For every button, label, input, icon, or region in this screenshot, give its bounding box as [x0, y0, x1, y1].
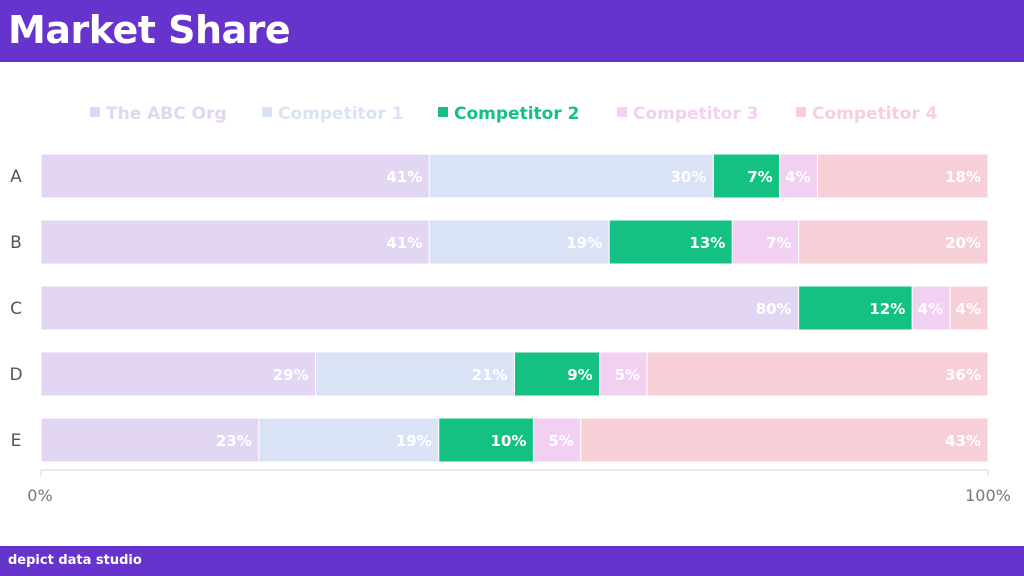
category-label: C: [10, 299, 22, 319]
bar-segment-competitor-2: [438, 417, 534, 463]
legend-item-competitor-4: Competitor 4: [796, 104, 938, 124]
data-label: 41%: [386, 234, 422, 252]
bar-segment-competitor-4: [646, 351, 989, 397]
data-label: 30%: [670, 168, 706, 186]
bar-segment-competitor-1: [258, 417, 440, 463]
legend-swatch: [438, 107, 448, 117]
data-label: 9%: [567, 366, 592, 384]
data-label: 18%: [945, 168, 981, 186]
bar-row-a: A 41% 30% 7% 4% 18%: [10, 153, 989, 199]
legend-swatch: [262, 107, 272, 117]
legend-item-the-abc-org: The ABC Org: [90, 104, 227, 124]
data-label: 20%: [945, 234, 981, 252]
legend-item-competitor-2: Competitor 2: [438, 104, 579, 124]
legend-label: Competitor 3: [633, 104, 758, 124]
legend-swatch: [90, 107, 100, 117]
x-tick-label: 100%: [965, 486, 1011, 505]
x-tick-label: 0%: [27, 486, 52, 505]
title-bar: Market Share: [0, 0, 1024, 62]
category-label: A: [10, 167, 22, 187]
bar-segment-competitor-3: [731, 219, 800, 265]
data-label: 80%: [756, 300, 792, 318]
x-axis: 0% 100%: [27, 469, 1011, 505]
category-label: D: [9, 365, 22, 385]
bar-segment-competitor-2: [514, 351, 601, 397]
data-label: 19%: [396, 432, 432, 450]
data-label: 10%: [491, 432, 527, 450]
bar-row-b: B 41% 19% 13% 7% 20%: [10, 219, 989, 265]
data-label: 5%: [548, 432, 573, 450]
data-label: 36%: [945, 366, 981, 384]
chart-title: Market Share: [8, 8, 291, 52]
legend-label: Competitor 1: [278, 104, 403, 124]
legend-item-competitor-1: Competitor 1: [262, 104, 403, 124]
footer-bar: depict data studio: [0, 546, 1024, 576]
bar-segment-the-abc-org: [40, 153, 430, 199]
bar-segment-the-abc-org: [40, 351, 317, 397]
bar-row-d: D 29% 21% 9% 5% 36%: [9, 351, 989, 397]
data-label: 13%: [689, 234, 725, 252]
bar-segment-competitor-4: [798, 219, 989, 265]
data-label: 29%: [273, 366, 309, 384]
data-label: 43%: [945, 432, 981, 450]
legend-label: The ABC Org: [106, 104, 227, 124]
bar-segment-competitor-2: [798, 285, 913, 331]
data-label: 4%: [956, 300, 981, 318]
legend-item-competitor-3: Competitor 3: [617, 104, 758, 124]
bar-segment-the-abc-org: [40, 285, 800, 331]
legend: The ABC Org Competitor 1 Competitor 2 Compe…: [90, 104, 938, 124]
bar-segment-competitor-1: [428, 219, 610, 265]
data-label: 12%: [869, 300, 905, 318]
data-label: 23%: [216, 432, 252, 450]
bar-segment-competitor-3: [911, 285, 951, 331]
bar-segment-competitor-2: [712, 153, 781, 199]
bar-row-c: C 80% 12% 4% 4%: [10, 285, 989, 331]
bar-segment-competitor-4: [817, 153, 989, 199]
legend-label: Competitor 2: [454, 104, 579, 124]
bar-segment-competitor-1: [428, 153, 714, 199]
data-label: 5%: [615, 366, 640, 384]
bar-segment-competitor-4: [949, 285, 989, 331]
category-label: E: [11, 431, 22, 451]
data-label: 4%: [918, 300, 943, 318]
bar-segment-competitor-4: [580, 417, 989, 463]
brand-name: depict data studio: [8, 553, 142, 568]
data-label: 7%: [766, 234, 791, 252]
data-label: 7%: [747, 168, 772, 186]
bar-segment-the-abc-org: [40, 417, 260, 463]
data-label: 41%: [386, 168, 422, 186]
plot-area: A 41% 30% 7% 4% 18% B 41% 19% 13% 7% 20% C 80% 12% 4% 4%…: [9, 153, 989, 463]
bar-segment-competitor-3: [779, 153, 819, 199]
category-label: B: [10, 233, 22, 253]
stacked-bar-chart: The ABC Org Competitor 1 Competitor 2 Compe…: [9, 104, 1011, 505]
bar-segment-competitor-3: [532, 417, 582, 463]
bar-segment-competitor-1: [315, 351, 515, 397]
data-label: 21%: [472, 366, 508, 384]
legend-swatch: [617, 107, 627, 117]
data-label: 19%: [566, 234, 602, 252]
bar-segment-the-abc-org: [40, 219, 430, 265]
bar-segment-competitor-2: [608, 219, 733, 265]
legend-swatch: [796, 107, 806, 117]
bar-row-e: E 23% 19% 10% 5% 43%: [11, 417, 989, 463]
data-label: 4%: [785, 168, 810, 186]
legend-label: Competitor 4: [812, 104, 938, 124]
